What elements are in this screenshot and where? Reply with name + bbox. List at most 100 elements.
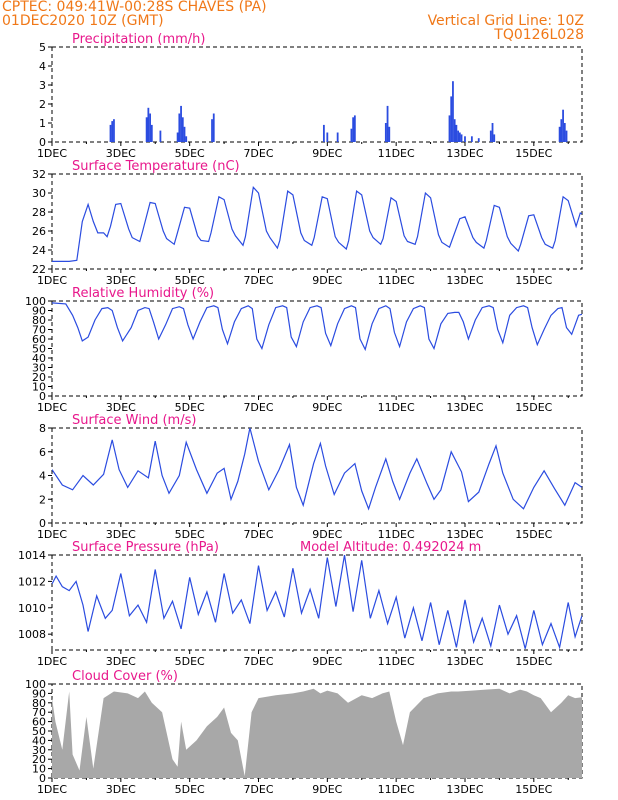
cloud-area — [52, 688, 582, 778]
temperature-panel: 22 24 26 28 30 32 1DEC 3DEC 5DEC 7DEC 9DEC 11DEC 13D… — [32, 159, 583, 287]
pressure-series-line — [52, 555, 582, 650]
humidity-x-tick-label: 9DEC — [312, 401, 342, 414]
humidity-x-tick-label: 11DEC — [378, 401, 415, 414]
precip-bar — [477, 138, 480, 142]
pressure-x-tick-label: 7DEC — [243, 655, 273, 668]
precip-y-tick-label: 3 — [39, 79, 46, 92]
wind-panel: 0 2 4 6 8 1DEC 3DEC 5DEC 7DEC 9DEC 11DEC 13DEC 15DEC… — [37, 413, 583, 541]
temperature-y-tick-label: 24 — [32, 244, 46, 257]
precip-bar — [147, 107, 150, 142]
temperature-title: Surface Temperature (nC) — [72, 159, 240, 174]
humidity-x-tick-label: 15DEC — [515, 401, 552, 414]
temperature-x-tick-label: 5DEC — [175, 274, 205, 287]
precip-bar — [181, 117, 184, 142]
precip-y-tick-label: 0 — [39, 136, 46, 149]
precip-bar — [212, 113, 215, 142]
precip-bar — [176, 132, 179, 142]
temperature-series-line — [52, 185, 582, 262]
precip-bar — [563, 123, 566, 142]
precip-y-tick-label: 1 — [39, 117, 46, 130]
pressure-y-tick-label: 1014 — [18, 549, 46, 562]
cloud-x-tick-label: 13DEC — [446, 783, 483, 796]
humidity-y-tick-label: 10 — [32, 381, 46, 394]
humidity-y-tick-label: 80 — [32, 314, 46, 327]
wind-y-tick-label: 8 — [39, 422, 46, 435]
precip-bar — [353, 115, 356, 142]
cloud-y-tick-label: 20 — [32, 753, 46, 766]
cloud-x-tick-label: 3DEC — [106, 783, 136, 796]
precip-bar — [109, 124, 112, 142]
humidity-series-line — [52, 302, 582, 352]
temperature-x-tick-label: 9DEC — [312, 274, 342, 287]
wind-x-tick-label: 3DEC — [106, 528, 136, 541]
temperature-x-tick-label: 13DEC — [446, 274, 483, 287]
pressure-y-tick-label: 1010 — [18, 602, 46, 615]
precip-bar — [493, 134, 496, 142]
precip-bar — [460, 134, 463, 142]
temperature-x-tick-label: 7DEC — [243, 274, 273, 287]
precip-bar — [558, 126, 561, 142]
precip-bar — [452, 81, 454, 142]
cloud-x-tick-label: 15DEC — [515, 783, 552, 796]
temperature-x-tick-label: 15DEC — [515, 274, 552, 287]
cloud-y-tick-label: 90 — [32, 687, 46, 700]
wind-x-tick-label: 9DEC — [312, 528, 342, 541]
humidity-y-tick-label: 100 — [25, 295, 46, 308]
wind-x-tick-label: 13DEC — [446, 528, 483, 541]
precip-bar — [450, 96, 453, 142]
grid-line-note: Vertical Grid Line: 10Z — [427, 13, 584, 29]
pressure-title: Surface Pressure (hPa) — [72, 540, 219, 555]
precip-bar — [336, 132, 339, 142]
precip-bar — [178, 113, 181, 142]
humidity-x-tick-label: 1DEC — [37, 401, 67, 414]
model-code: TQ0126L028 — [494, 27, 584, 43]
cloud-x-tick-label: 11DEC — [378, 783, 415, 796]
pressure-x-tick-label: 11DEC — [378, 655, 415, 668]
humidity-x-tick-label: 3DEC — [106, 401, 136, 414]
precip-bar — [464, 136, 466, 142]
precip-bar — [470, 136, 473, 142]
precip-y-tick-label: 2 — [39, 98, 46, 111]
precip-bar — [159, 130, 162, 142]
precip-bar — [560, 119, 563, 142]
precip-bar — [388, 126, 391, 142]
precip-frame — [51, 46, 583, 143]
pressure-x-tick-label: 13DEC — [446, 655, 483, 668]
precip-title: Precipitation (mm/h) — [72, 32, 205, 47]
cloud-y-tick-label: 60 — [32, 716, 46, 729]
wind-x-tick-label: 5DEC — [175, 528, 205, 541]
precip-bar — [448, 115, 451, 142]
cloud-x-tick-label: 5DEC — [175, 783, 205, 796]
wind-y-tick-label: 2 — [39, 493, 46, 506]
humidity-y-tick-label: 60 — [32, 333, 46, 346]
precip-bar — [457, 130, 460, 142]
wind-frame — [51, 427, 583, 524]
precip-bar — [326, 132, 329, 142]
precip-bar — [145, 117, 148, 142]
temperature-x-tick-label: 1DEC — [37, 274, 67, 287]
precip-bar — [149, 113, 151, 142]
humidity-x-tick-label: 7DEC — [243, 401, 273, 414]
precip-bar — [565, 130, 568, 142]
precip-bar — [150, 124, 153, 142]
pressure-x-tick-label: 5DEC — [175, 655, 205, 668]
precip-bar — [185, 136, 188, 142]
cloud-y-tick-label: 10 — [32, 763, 46, 776]
precip-bar — [322, 124, 325, 142]
humidity-x-tick-label: 5DEC — [175, 401, 205, 414]
precip-bar — [562, 109, 564, 142]
cloud-y-tick-label: 100 — [25, 678, 46, 691]
precip-y-tick-label: 5 — [39, 41, 46, 54]
precip-x-tick-label: 1DEC — [37, 147, 67, 160]
precip-x-tick-label: 3DEC — [106, 147, 136, 160]
precip-bar — [489, 130, 492, 142]
cloud-x-tick-label: 9DEC — [312, 783, 342, 796]
pressure-x-tick-label: 9DEC — [312, 655, 342, 668]
precip-bar — [491, 123, 494, 142]
precip-x-tick-label: 9DEC — [312, 147, 342, 160]
humidity-y-tick-label: 40 — [32, 352, 46, 365]
wind-x-tick-label: 1DEC — [37, 528, 67, 541]
